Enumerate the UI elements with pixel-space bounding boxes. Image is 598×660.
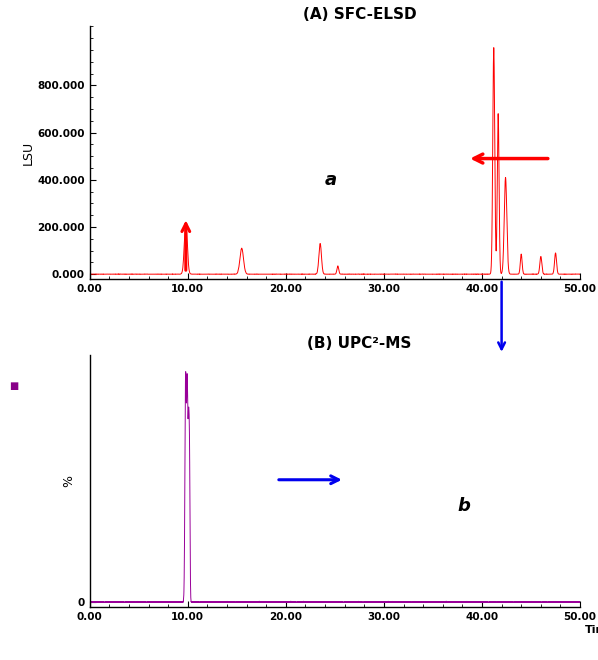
Title: (B) UPC²-MS: (B) UPC²-MS — [307, 336, 411, 350]
Text: ■: ■ — [9, 381, 18, 391]
Y-axis label: LSU: LSU — [22, 141, 35, 165]
Text: a: a — [325, 172, 337, 189]
Text: b: b — [457, 497, 471, 515]
Title: (A) SFC-ELSD: (A) SFC-ELSD — [303, 7, 416, 22]
Text: Time: Time — [585, 625, 598, 635]
Y-axis label: %: % — [62, 475, 75, 487]
